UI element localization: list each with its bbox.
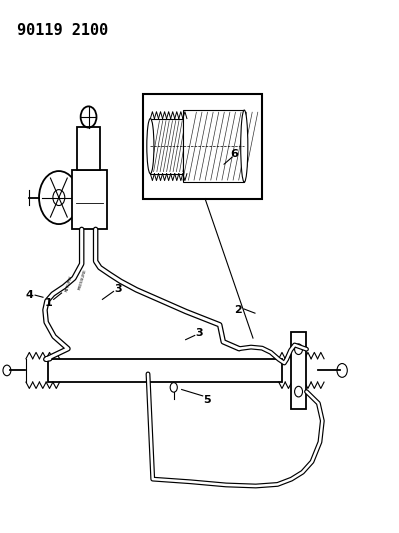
Bar (183, 110, 244, 182)
Bar (150, 118, 183, 174)
Ellipse shape (241, 110, 248, 182)
Bar (77, 126, 101, 170)
Bar (48, 359, 282, 382)
Text: 3: 3 (115, 284, 122, 294)
Text: PRESSURE: PRESSURE (78, 268, 87, 290)
Bar (72, 170, 107, 229)
Text: RETURN: RETURN (65, 275, 73, 292)
Text: 5: 5 (203, 395, 211, 405)
Text: 6: 6 (231, 149, 238, 159)
Text: 90119 2100: 90119 2100 (17, 22, 109, 38)
Text: 2: 2 (235, 305, 242, 315)
Bar (291, 332, 306, 409)
Text: 1: 1 (44, 297, 52, 308)
Text: 3: 3 (195, 328, 203, 338)
Ellipse shape (147, 118, 154, 174)
Text: 4: 4 (26, 290, 34, 300)
Bar (143, 94, 262, 199)
